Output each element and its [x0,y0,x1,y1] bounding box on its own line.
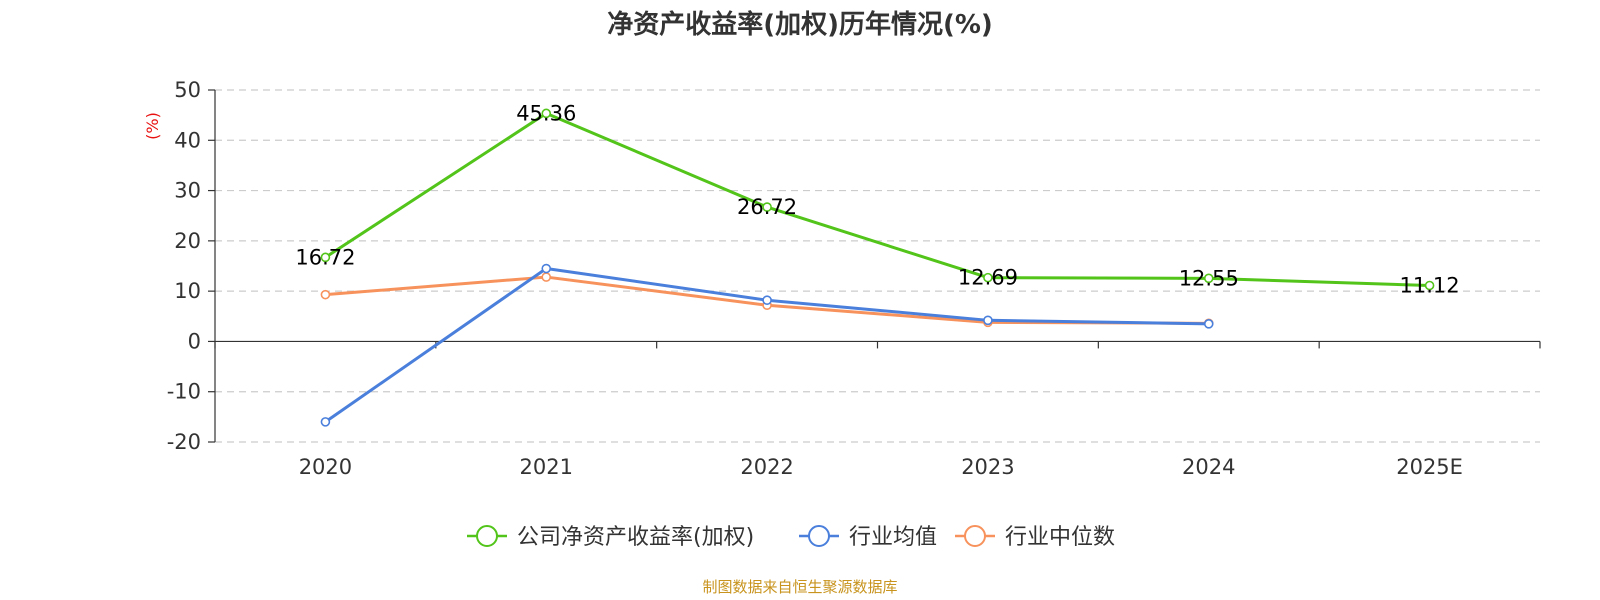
data-point [320,417,331,427]
data-point [541,263,552,274]
chart-title: 净资产收益率(加权)历年情况(%) [607,9,993,40]
data-label: 45.36 [516,101,576,125]
source-note: 制图数据来自恒生聚源数据库 [702,578,897,596]
data-point [1203,319,1214,329]
y-tick-label: -20 [167,430,201,454]
data-point [320,289,331,300]
legend-item: 公司净资产收益率(加权) [467,525,754,550]
x-tick-label: 2023 [961,455,1014,479]
y-tick-label: 20 [174,229,201,253]
data-point [762,295,772,305]
data-point [541,108,552,119]
data-point [541,272,552,282]
legend-item: 行业均值 [799,525,937,550]
legend-marker [964,525,986,547]
data-point [320,252,331,263]
data-label: 26.72 [737,195,797,219]
tick-labels: 50 40 30 20 10 0 -10 -20 2020 2021 2022 2023 2024 202… [167,78,1463,479]
y-tick-label: 40 [174,128,201,152]
y-tick-label: 10 [174,279,201,303]
legend: 公司净资产收益率(加权) 行业均值 行业中位数 [467,525,1115,550]
data-label: 12.55 [1179,266,1239,290]
y-axis-label: (%) [143,112,162,140]
data-point [1424,280,1435,291]
legend-label: 行业中位数 [1005,525,1115,550]
legend-label: 行业均值 [849,525,937,550]
data-label: 12.69 [958,266,1018,290]
x-tick-label: 2024 [1182,455,1235,479]
x-tick-label: 2025E [1396,455,1463,479]
series-line [324,111,1430,288]
data-label: 11.12 [1400,274,1460,298]
data-point [762,202,772,212]
series-lines [320,108,1435,427]
y-tick-label: 30 [174,179,201,203]
x-tick-label: 2021 [520,455,573,479]
legend-marker [808,525,830,547]
grid-lines [215,89,1540,443]
x-tick-label: 2022 [740,455,793,479]
y-tick-label: 0 [188,329,201,353]
y-tick-label: -10 [167,380,201,404]
data-point [1203,273,1214,284]
x-tick-label: 2020 [299,455,352,479]
data-point [983,315,993,326]
legend-item: 行业中位数 [955,525,1115,550]
data-point [983,272,993,283]
legend-marker [476,525,498,547]
y-tick-label: 50 [174,78,201,102]
axes [208,89,1541,443]
data-labels: 16.72 45.36 26.72 12.69 12.55 11.12 [295,101,1459,297]
data-label: 16.72 [295,245,355,269]
legend-label: 公司净资产收益率(加权) [517,525,754,550]
